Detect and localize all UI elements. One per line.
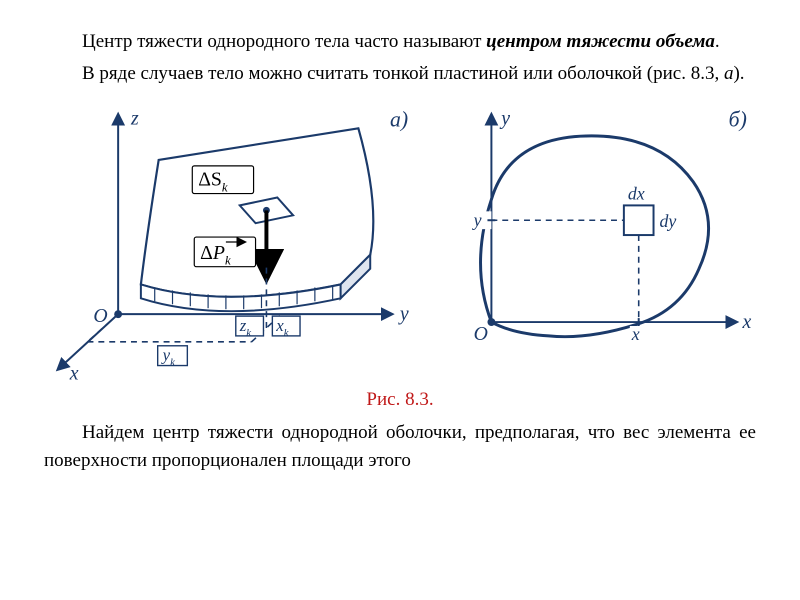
region-outline: [480, 136, 708, 337]
x-coord-label: x: [630, 324, 639, 344]
axis-y-label-a: y: [398, 303, 409, 325]
caption-text: Рис. 8.3.: [366, 389, 433, 410]
figure-b: y x O y x dx dy: [440, 95, 756, 385]
dy-label: dy: [659, 211, 676, 231]
paragraph-3: Найдем центр тяжести однородной оболочки…: [44, 419, 756, 474]
panel-a-label: а): [390, 107, 408, 131]
paragraph-1: Центр тяжести однородного тела часто наз…: [44, 28, 756, 56]
figure-a: z y x O: [44, 95, 420, 385]
origin-label-a: O: [93, 305, 107, 327]
dx-label: dx: [627, 184, 644, 204]
shell-top: [141, 128, 373, 297]
paragraph-2: В ряде случаев тело можно считать тонкой…: [44, 60, 756, 88]
figure-row: z y x O: [44, 95, 756, 385]
axis-x-label-b: x: [741, 311, 751, 333]
projection-lines-b: [491, 220, 638, 322]
p2-text-a: В ряде случаев тело можно считать тонкой…: [82, 63, 724, 84]
y-coord-label: y: [471, 210, 481, 230]
axis-z-label: z: [130, 107, 139, 129]
origin-label-b: O: [473, 323, 487, 345]
axis-y-label-b: y: [499, 107, 510, 129]
page: Центр тяжести однородного тела часто наз…: [0, 0, 800, 474]
axis-x-label-a: x: [69, 362, 79, 384]
figure-caption: Рис. 8.3.: [44, 389, 756, 411]
panel-b-label: б): [728, 107, 746, 131]
p1-text-a: Центр тяжести однородного тела часто наз…: [82, 31, 486, 52]
area-element: [624, 205, 654, 235]
p1-text-b: центром тяжести объема: [486, 31, 715, 52]
p2-text-c: ).: [733, 63, 744, 84]
p1-text-c: .: [715, 31, 720, 52]
